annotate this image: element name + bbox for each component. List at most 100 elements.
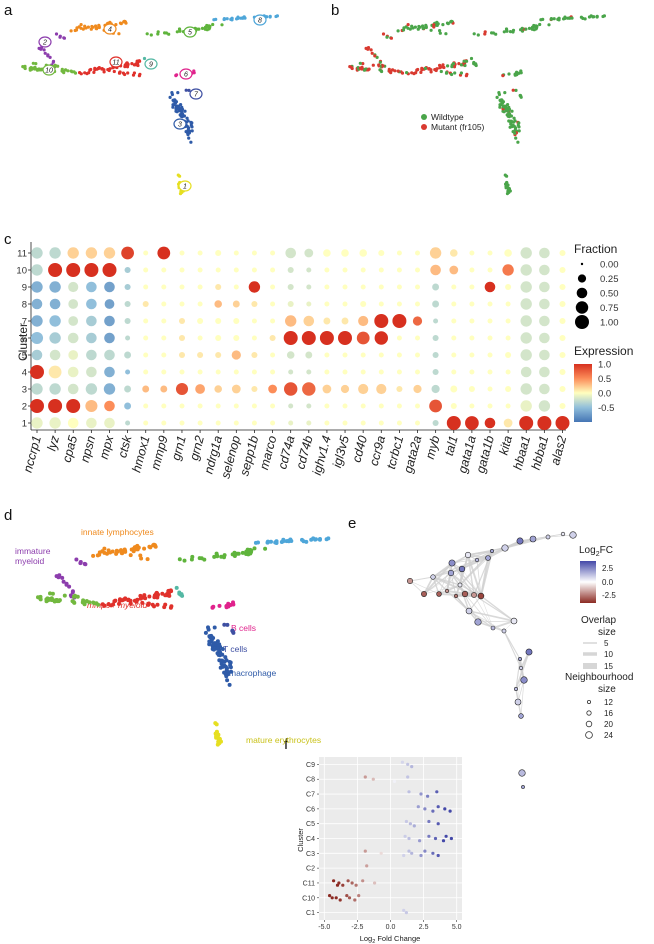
- neighbourhood-value-24: 24: [604, 731, 613, 740]
- umap-point-c10: [34, 62, 38, 66]
- network-node: [490, 625, 496, 631]
- dot-5-ndrg1a: [215, 351, 222, 359]
- dot-6-myb: [432, 334, 439, 342]
- dot-1-mmp9: [161, 420, 167, 426]
- umap-point-c2: [54, 32, 59, 36]
- dot-6-grn1: [178, 334, 186, 342]
- dot-8-myb: [432, 300, 440, 308]
- fold-change-scatter-panel: Cluster Log2 Fold Change -5.0 -2.5 0.0 2.5 5…: [296, 757, 462, 944]
- umap-point-c4: [74, 28, 79, 32]
- scatter-y-tick-C1: C1: [306, 910, 315, 917]
- dot-3-sepp1b: [251, 385, 258, 393]
- annotated-point-c5: [246, 552, 251, 557]
- genotype-point: [538, 22, 542, 27]
- cluster-tag-ring: [253, 14, 267, 26]
- umap-point-c8: [274, 14, 278, 19]
- dot-4-selenop: [233, 369, 239, 375]
- dot-10-cd40: [360, 267, 366, 273]
- dot-9-kita: [505, 283, 512, 291]
- dot-10-cd74b: [306, 267, 312, 273]
- fraction-legend-dot: [576, 287, 588, 299]
- annotated-point-c11: [169, 604, 174, 609]
- umap-point-c3: [184, 130, 188, 134]
- genotype-point: [350, 66, 354, 71]
- annotated-point-c11: [146, 602, 151, 607]
- genotype-point: [497, 92, 501, 97]
- genotype-point: [505, 192, 510, 196]
- dot-5-nccrp1: [31, 349, 43, 361]
- genotype-point: [427, 67, 431, 71]
- dot-11-ighv1.4: [323, 249, 331, 257]
- dot-2-hmox1: [143, 403, 149, 409]
- dot-2-marco: [270, 403, 276, 409]
- dot-11-tcrbc1: [396, 250, 402, 256]
- umap-point-c2: [43, 51, 47, 55]
- fraction-legend-value: 0.25: [600, 274, 619, 285]
- cluster-tick-9: 9: [22, 283, 27, 294]
- label-macrophage: macrophage: [229, 668, 277, 678]
- scatter-point-C5: [404, 819, 408, 824]
- network-node: [521, 785, 525, 789]
- log2fc-legend-title: Log2FC: [579, 545, 613, 558]
- genotype-point: [387, 67, 391, 71]
- network-node: [490, 549, 494, 553]
- dot-1-cd40: [360, 420, 366, 426]
- dot-7-mmp9: [161, 318, 167, 324]
- dot-7-lyz: [49, 315, 61, 327]
- neighbourhood-value-12: 12: [604, 698, 613, 707]
- genotype-point: [494, 32, 498, 36]
- umap-point-c3: [177, 105, 181, 109]
- dot-7-grn1: [178, 317, 186, 325]
- dot-2-grn2: [197, 403, 203, 409]
- annotated-point-c4: [151, 543, 156, 548]
- scatter-point-C4: [403, 834, 407, 838]
- umap-point-c5: [205, 28, 209, 32]
- scatter-point-C10: [328, 894, 332, 898]
- dot-2-gata2a: [415, 403, 420, 409]
- annotated-point-c8: [281, 539, 286, 544]
- neighbourhood-swatch-24: [585, 731, 593, 739]
- dot-9-ighv1.4: [324, 284, 330, 290]
- annotated-point-c8: [286, 539, 291, 544]
- annotated-point-c11: [163, 602, 168, 607]
- genotype-point: [444, 32, 448, 36]
- dot-1-gata1a: [465, 416, 479, 430]
- umap-point-c2: [62, 36, 66, 40]
- annotated-point-c11: [106, 602, 111, 607]
- dot-1-myb: [432, 419, 439, 427]
- annotated-point-c11: [155, 602, 160, 607]
- scatter-point-C6: [431, 809, 435, 813]
- scatter-y-tick-C7: C7: [306, 792, 315, 799]
- genotype-point: [498, 105, 502, 109]
- annotated-point-c1: [214, 734, 219, 739]
- genotype-point: [513, 119, 517, 123]
- dot-10-kita: [502, 264, 514, 276]
- network-edge: [459, 557, 489, 586]
- log2fc-colorbar: [580, 561, 596, 603]
- cluster-tag-ring: [189, 88, 203, 100]
- dot-7-gata2a: [412, 316, 423, 326]
- dot-1-mpx: [104, 417, 115, 429]
- scatter-point-C4: [427, 834, 431, 838]
- scatter-point-C7: [426, 794, 430, 798]
- genotype-point: [453, 71, 457, 75]
- scatter-point-C10: [338, 898, 342, 902]
- genotype-point: [527, 26, 532, 30]
- genotype-point: [380, 69, 384, 74]
- milo-network-panel: Log2FC 2.5 0.0 -2.5 Overlap size 5 10 15…: [406, 531, 633, 789]
- umap-point-c11: [126, 71, 130, 75]
- network-node: [518, 769, 526, 777]
- scatter-y-tick-C10: C10: [302, 895, 315, 902]
- dot-11-ctsk: [121, 246, 134, 260]
- cluster-tick-7: 7: [22, 317, 27, 328]
- genotype-point: [507, 114, 511, 118]
- dot-1-marco: [270, 420, 276, 426]
- umap-point-c3: [171, 103, 175, 107]
- annotated-point-c11: [122, 597, 127, 602]
- network-node: [406, 577, 414, 585]
- genotype-point: [421, 26, 425, 31]
- genotype-point: [442, 65, 446, 70]
- scatter-point-C7: [407, 790, 411, 794]
- dot-3-mpx: [103, 383, 116, 395]
- network-edge: [468, 610, 505, 632]
